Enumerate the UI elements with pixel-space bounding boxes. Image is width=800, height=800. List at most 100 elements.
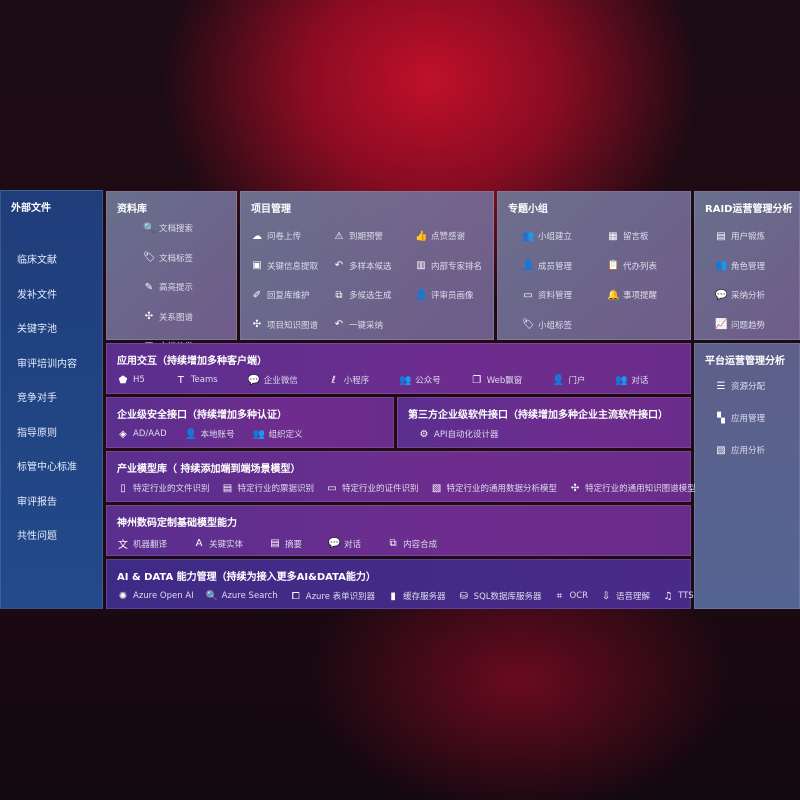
panel-title: 平台运营管理分析 [705,356,785,367]
analysis-icon: ▧ [716,444,726,456]
puzzle-icon: ⧉ [335,289,343,301]
feature-label: 关系图谱 [159,312,194,323]
wechat-work-icon: 💬 [247,374,261,386]
feature-label: 文档标签 [159,253,194,264]
feature-item[interactable]: 🏷 小组标签 [522,319,572,331]
feature-item[interactable]: T Teams [175,375,218,386]
feature-item[interactable]: 文机器翻译 [117,536,167,552]
external-file-item[interactable]: 临床文献 [17,255,57,266]
feature-label: API自动化设计器 [434,430,499,440]
feature-label: 语音理解 [616,592,651,602]
feature-item[interactable]: ⧉ 内容合成 [387,538,437,550]
feature-item[interactable]: ↶ 一键采纳 [333,319,383,331]
feature-item[interactable]: ✺ Azure Open AI [117,591,194,602]
feature-item[interactable]: ✐ 回复库维护 [251,289,310,302]
feature-item[interactable]: ⧠ Azure 表单识别器 [290,590,375,603]
entity-icon: A [195,538,203,549]
external-file-item[interactable]: 审评培训内容 [17,358,77,370]
feature-item[interactable]: ☁ 问卷上传 [251,230,301,243]
feature-item[interactable]: ⛁ SQL数据库服务器 [458,590,541,603]
feature-item[interactable]: ▭ 特定行业的证件识别 [326,482,418,495]
feature-label: TTS [678,591,694,601]
feature-item[interactable]: 👥 小组建立 [522,230,572,243]
feature-item[interactable]: 🏷 文档标签 [143,252,193,264]
mini-program-icon: ℓ [331,374,336,386]
external-file-item[interactable]: 指导原则 [17,427,57,439]
feature-item[interactable]: 📈 问题趋势 [715,319,765,331]
feature-label: 文档搜索 [159,224,194,234]
external-file-item[interactable]: 标管中心标准 [17,462,77,473]
feature-item[interactable]: 💬 采纳分析 [715,289,765,302]
feature-item[interactable]: 🔍 Azure Search [206,591,278,602]
feature-item[interactable]: ♫ TTS [662,591,694,602]
cache-server-icon: ▮ [390,590,396,602]
feature-item[interactable]: 📋 代办列表 [607,260,657,272]
feature-item[interactable]: ⚙ API自动化设计器 [418,428,499,441]
feature-label: 企业微信 [263,376,298,386]
receipt-icon: ▤ [222,482,233,494]
id-card-icon: ▭ [327,482,337,494]
feature-item[interactable]: 💬 企业微信 [247,374,298,387]
feature-item[interactable]: ✣ 项目知识图谱 [251,319,318,331]
feature-item[interactable]: ⚠ 到期预警 [333,230,384,243]
list-icon: ☰ [716,380,726,392]
feature-item[interactable]: ▤ 摘要 [269,538,302,550]
feature-item[interactable]: ▤ 用户锻炼 [715,230,765,243]
feature-item[interactable]: 👥 组织定义 [253,428,303,441]
feature-item[interactable]: ⬟ H5 [117,375,145,386]
feature-item[interactable]: ▭ 资料管理 [522,289,572,302]
feature-item[interactable]: 💬 对话 [328,538,361,550]
feature-item[interactable]: 👥 对话 [615,374,648,387]
platform-panel: 平台运营管理分析 ☰ 资源分配 ▚ 应用管理 ▧ 应用分析 [694,343,800,609]
feature-item[interactable]: ▧ 特定行业的通用数据分析模型 [431,482,557,495]
feature-item[interactable]: ▚ 应用管理 [715,412,765,425]
feature-item[interactable]: ✣ 关系图谱 [143,311,193,323]
feature-item[interactable]: 🔍 文档搜索 [143,222,194,235]
feature-label: 特定行业的通用知识图谱模型 [585,484,696,494]
external-file-item[interactable]: 共性问题 [17,531,57,542]
search-icon: 🔍 [205,590,219,602]
feature-item[interactable]: ▮ 缓存服务器 [387,590,445,603]
feature-item[interactable]: A 关键实体 [193,538,243,550]
feature-label: 应用分析 [731,446,766,456]
external-file-item[interactable]: 关键字池 [17,324,57,335]
feature-item[interactable]: 👥 角色管理 [715,260,765,272]
feature-item[interactable]: ☰ 资源分配 [715,380,766,393]
feature-item[interactable]: ⧉ 多候选生成 [333,289,391,302]
feature-item[interactable]: ▤ 特定行业的票据识别 [222,482,314,495]
panel-title: AI & DATA 能力管理（持续为接入更多AI&DATA能力） [117,572,376,583]
feature-item[interactable]: ⌗ OCR [554,591,588,602]
feature-item[interactable]: ✎ 高亮提示 [143,281,193,294]
thumbs-up-icon: 👍 [415,230,428,242]
file-search-icon: 🔍 [143,222,156,234]
feature-item[interactable]: 👍 点赞感谢 [415,230,465,243]
feature-item[interactable]: ❐ Web飘窗 [471,374,522,387]
feature-item[interactable]: ⇩ 语音理解 [600,590,651,603]
external-file-item[interactable]: 竞争对手 [17,393,57,404]
feature-item[interactable]: 👥 公众号 [399,374,441,387]
external-file-item[interactable]: 审评报告 [17,496,57,508]
feature-item[interactable]: ℓ 小程序 [328,374,370,387]
feature-item[interactable]: ↶ 多样本候选 [333,260,392,272]
feature-item[interactable]: 🔔 事项提醒 [607,289,657,302]
feature-label: 回复库维护 [267,291,310,301]
panel-title: 神州数码定制基础模型能力 [117,518,237,529]
feature-item[interactable]: 👤 评审员画像 [415,289,474,302]
form-recognizer-icon: ⧠ [291,590,300,602]
ad-icon: ◈ [119,428,127,440]
panel-title: 外部文件 [11,203,51,214]
feature-item[interactable]: 👤 成员管理 [522,260,572,272]
user-icon: 👤 [415,289,428,301]
feature-item[interactable]: 👤 本地账号 [185,428,235,441]
feature-item[interactable]: ✣ 特定行业的通用知识图谱模型 [569,482,696,495]
feature-item[interactable]: 👤 门户 [552,374,585,387]
feature-item[interactable]: ▣ 关键信息提取 [251,260,318,272]
feature-item[interactable]: ▯ 特定行业的文件识别 [117,482,209,495]
feature-item[interactable]: ◈ AD/AAD [117,429,167,440]
file-icon: ▯ [120,482,126,494]
feature-item[interactable]: ▥ 内部专家排名 [415,260,482,272]
panel-title: 专题小组 [508,204,548,215]
feature-item[interactable]: ▦ 留言板 [607,230,648,243]
external-file-item[interactable]: 发补文件 [17,289,57,301]
feature-item[interactable]: ▧ 应用分析 [715,444,766,457]
